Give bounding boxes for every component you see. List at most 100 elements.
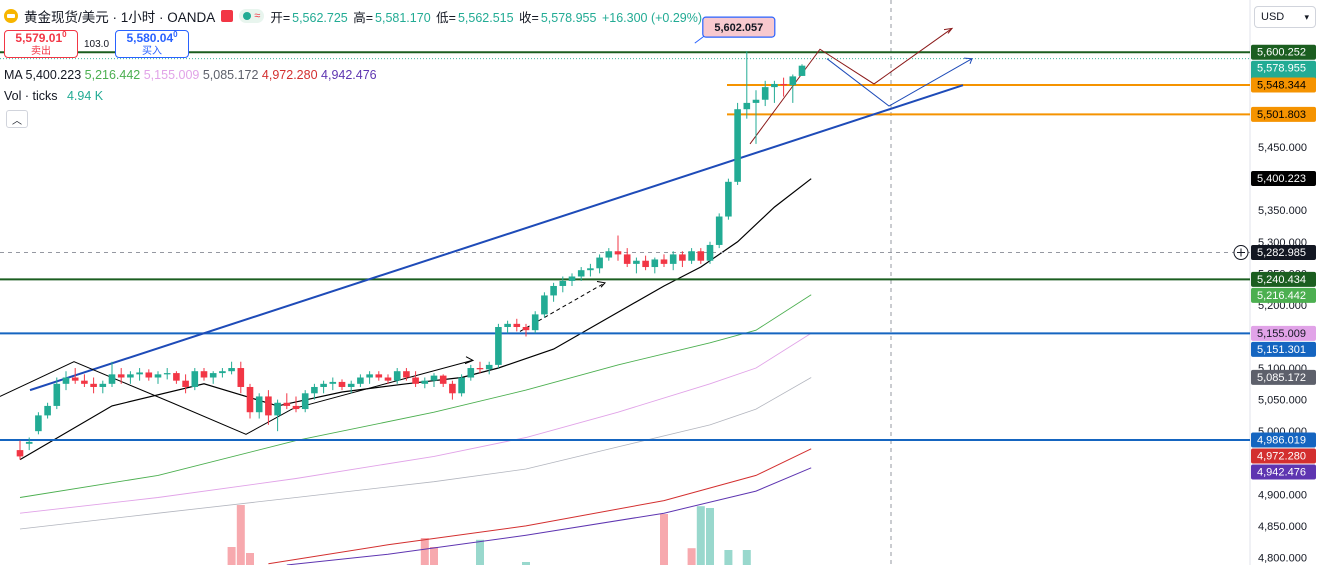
volume-bar [430,547,438,565]
buy-button[interactable]: 5,580.040 买入 [115,30,190,58]
price-tag-label: 5,216.442 [1257,290,1306,302]
y-tick-label: 4,900.000 [1258,489,1307,501]
candle-body [366,374,373,378]
candle-body [430,375,438,381]
low-value: 5,562.515 [457,10,514,25]
change-value: +16.300 (+0.29%) [601,10,703,25]
candle-body [44,405,51,416]
y-tick-label: 5,350.000 [1258,205,1307,217]
candle-body [311,386,318,394]
volume-legend[interactable]: Vol · ticks 4.94 K [4,89,103,103]
ohlc-values: 开= 5,562.725 高= 5,581.170 低= 5,562.515 收= 5,… [270,7,704,26]
sell-button[interactable]: 5,579.010 卖出 [4,30,78,58]
live-dot-icon [243,12,252,20]
price-tag-label: 4,986.019 [1257,434,1306,446]
moving-average-line-4 [19,377,812,530]
moving-average-line-2 [19,294,812,498]
trade-panel: 5,579.010 卖出 103.0 5,580.040 买入 [4,30,190,58]
legend-header: 黄金现货/美元 · 1小时 · OANDA ≈ 开= 5,562.725 高= 5,… [4,6,704,26]
low-label: 低= [436,10,456,25]
chevron-up-icon: ︿ [12,115,22,127]
data-status-pill[interactable]: ≈ [239,9,265,23]
price-tag-label: 5,578.955 [1257,63,1306,75]
candle-body [127,374,134,378]
candle-body [587,268,594,271]
currency-value: USD [1261,11,1285,23]
candle-body [375,374,383,378]
ma2-value: 5,216.442 [84,68,141,82]
candle-body [596,257,603,269]
candle-body [495,327,502,365]
candle-body [485,364,493,370]
ma-legend[interactable]: MA 5,400.223 5,216.442 5,155.009 5,085.1… [4,68,377,82]
high-label: 高= [353,10,374,25]
projection-path-red [749,28,953,145]
volume-bar [420,538,429,565]
candle-body [651,259,659,268]
volume-bar [696,506,705,565]
candle-body [173,373,180,381]
currency-select[interactable]: USD ▾ [1254,6,1316,28]
candle-body [329,381,337,384]
candle-body [274,402,281,416]
volume-value: 4.94 K [66,89,104,103]
candle-body [642,260,649,268]
volume-bar [246,553,254,565]
candle-body [301,393,309,410]
plus-icon [1237,248,1245,257]
candle-body [16,450,24,457]
candle-body [320,383,327,387]
volume-label: Vol · ticks [4,89,58,103]
y-tick-label: 5,050.000 [1258,395,1307,407]
candle-body [743,102,751,110]
ma3-value: 5,155.009 [143,68,200,82]
volume-bar [522,562,530,565]
candle-body [467,368,475,378]
price-tag-bg [1251,245,1316,261]
open-label: 开= [270,10,291,25]
candle-body [412,377,419,384]
candle-body [439,375,447,384]
candle-body [531,314,539,331]
chevron-down-icon: ▾ [1304,11,1309,22]
volume-bar [227,547,236,565]
arrow-head [596,281,606,288]
candle-body [449,383,456,394]
moving-average-line-5 [268,448,812,565]
candle-body [209,373,217,378]
price-tag-label: 4,972.280 [1257,450,1306,462]
y-tick-label: 5,200.000 [1258,300,1307,312]
candle-body [35,415,42,432]
close-label: 收= [519,10,539,25]
candle-body [660,259,668,264]
price-tag-label: 5,155.009 [1257,328,1306,340]
candle-body [752,99,760,103]
zigzag-pattern-line [0,359,473,435]
wave-icon: ≈ [254,10,261,22]
candle-body [550,285,557,296]
collapse-legend-button[interactable]: ︿ [6,110,28,128]
price-tag-bg [1251,341,1316,357]
candle-body [237,368,245,387]
volume-bar [476,539,484,565]
moving-average-line-6 [286,467,812,565]
price-tag-label: 5,240.434 [1257,274,1306,286]
candle-body [522,327,530,331]
price-tag-bg [1251,464,1316,480]
candle-body [605,251,613,258]
projection-path-blue [826,58,973,107]
symbol-title[interactable]: 黄金现货/美元 · 1小时 · OANDA [24,10,216,25]
candle-body [458,377,465,394]
y-tick-label: 4,800.000 [1258,552,1307,564]
candle-body [633,260,640,264]
candle-body [53,383,61,406]
candle-body [771,83,778,88]
candle-body [734,109,741,182]
candle-body [81,380,88,384]
candle-body [228,368,235,372]
candle-body [715,216,723,245]
price-tag-label: 5,548.344 [1257,80,1306,92]
candle-body [421,380,429,384]
candle-body [688,251,695,261]
